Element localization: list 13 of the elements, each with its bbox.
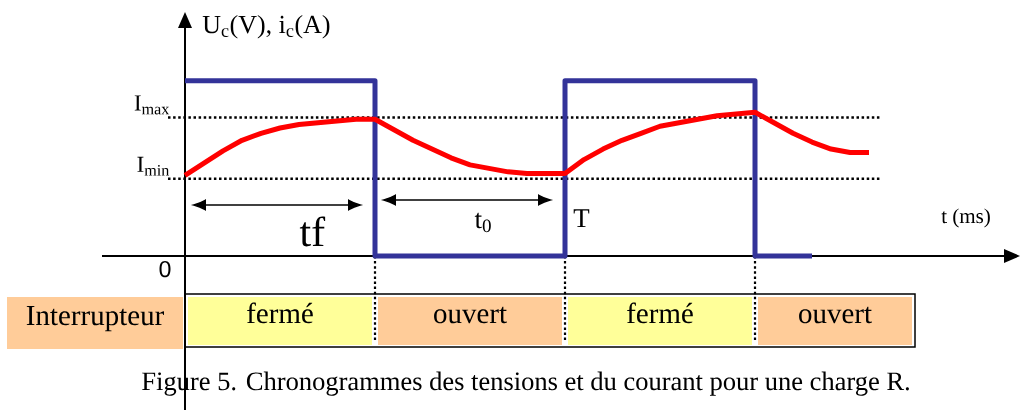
text: fermé: [247, 302, 313, 324]
ref-line-label: I$_{min}$: [137, 156, 170, 176]
annotation: t$_{0}$: [474, 212, 491, 233]
x-axis-title: t (ms): [941, 208, 990, 228]
annotation: tf: [299, 216, 326, 247]
text: ouvert: [799, 306, 872, 324]
text: Interrupteur: [26, 306, 164, 332]
text: ouvert: [434, 306, 507, 324]
y-axis-title: U$_{c}$(V), i$_{c}$(A): [202, 14, 330, 39]
ref-line-label: I$_{max}$: [134, 95, 170, 115]
annotation: T: [573, 209, 590, 228]
text: fermé: [627, 302, 693, 324]
text: 0: [159, 260, 171, 278]
